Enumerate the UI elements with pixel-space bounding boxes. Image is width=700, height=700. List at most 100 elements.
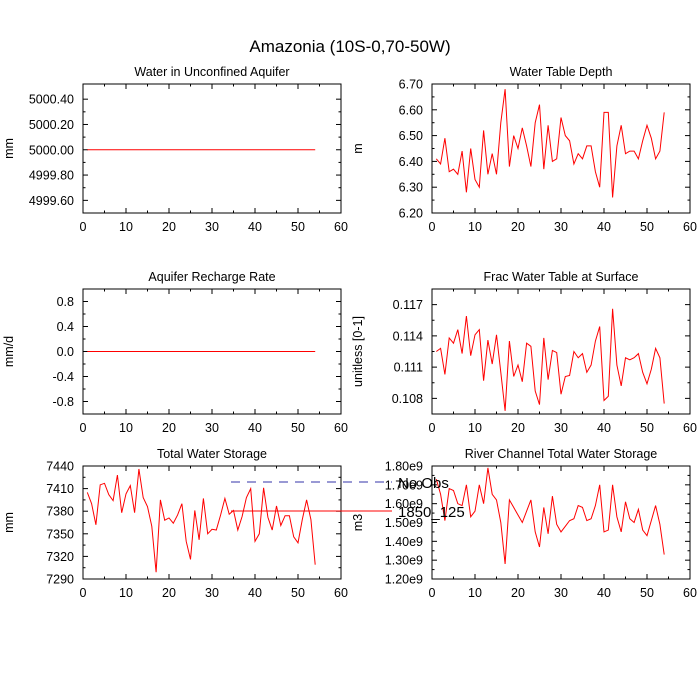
x-tick-label: 10 — [468, 586, 482, 600]
panel-title: Aquifer Recharge Rate — [148, 270, 275, 284]
x-tick-label: 50 — [640, 220, 654, 234]
x-tick-label: 10 — [468, 220, 482, 234]
y-tick-label: 1.30e9 — [385, 554, 423, 568]
x-tick-label: 20 — [162, 421, 176, 435]
x-tick-label: 20 — [162, 586, 176, 600]
x-tick-label: 0 — [429, 220, 436, 234]
x-tick-label: 10 — [119, 421, 133, 435]
y-tick-label: 6.60 — [399, 103, 423, 117]
y-tick-label: 7440 — [46, 460, 74, 474]
y-tick-label: 5000.20 — [29, 118, 74, 132]
x-tick-label: 50 — [291, 220, 305, 234]
y-tick-label: 5000.40 — [29, 93, 74, 107]
y-axis-label: mm — [2, 138, 16, 159]
x-tick-label: 20 — [511, 421, 525, 435]
y-tick-label: 0.0 — [57, 345, 74, 359]
plot-frame — [431, 465, 691, 580]
y-tick-label: 1.40e9 — [385, 535, 423, 549]
x-tick-label: 20 — [511, 220, 525, 234]
x-tick-label: 50 — [291, 586, 305, 600]
legend: No Obs 1850_125 — [231, 475, 465, 521]
panel-title: River Channel Total Water Storage — [465, 447, 658, 461]
x-tick-label: 60 — [334, 586, 348, 600]
x-tick-label: 50 — [291, 421, 305, 435]
x-tick-label: 30 — [554, 220, 568, 234]
panels: Water in Unconfined Aquifer mm 0 10 20 30 40 50… — [2, 65, 697, 600]
y-tick-label: 6.20 — [399, 207, 423, 221]
y-axis-label: mm — [2, 512, 16, 533]
y-tick-label: 0.114 — [393, 329, 423, 343]
y-tick-label: 7410 — [46, 482, 74, 496]
x-tick-label: 20 — [511, 586, 525, 600]
x-tick-label: 50 — [640, 586, 654, 600]
x-tick-label: 60 — [683, 586, 697, 600]
y-tick-label: -0.4 — [52, 370, 74, 384]
y-tick-label: 6.40 — [399, 155, 423, 169]
x-tick-label: 0 — [80, 220, 87, 234]
y-tick-label: 0.108 — [392, 392, 423, 406]
x-tick-label: 30 — [205, 586, 219, 600]
x-tick-label: 40 — [248, 421, 262, 435]
x-tick-label: 0 — [80, 421, 87, 435]
y-tick-label: 7320 — [46, 550, 74, 564]
y-axis-label: mm/d — [2, 336, 16, 367]
x-tick-label: 30 — [205, 421, 219, 435]
y-axis-label: unitless [0-1] — [351, 316, 365, 387]
x-tick-label: 10 — [468, 421, 482, 435]
y-tick-label: 0.111 — [394, 361, 423, 375]
y-tick-label: 4999.60 — [29, 194, 74, 208]
y-tick-label: 7380 — [46, 505, 74, 519]
panel-2: Water Table Depth m 0 10 20 30 40 50 60 6.20 6.30 6… — [351, 65, 697, 234]
panel-5: Total Water Storage mm 0 10 20 30 40 50 60 7290 73… — [2, 447, 348, 600]
figure-title: Amazonia (10S-0,70-50W) — [249, 37, 450, 56]
x-tick-label: 20 — [162, 220, 176, 234]
plot-frame — [82, 465, 342, 580]
x-tick-label: 60 — [334, 220, 348, 234]
x-tick-label: 40 — [248, 586, 262, 600]
x-tick-label: 60 — [683, 421, 697, 435]
y-tick-label: 0.4 — [57, 320, 74, 334]
legend-obs-label: No Obs — [398, 475, 449, 492]
y-tick-label: 1.80e9 — [385, 460, 423, 474]
panel-title: Frac Water Table at Surface — [484, 270, 639, 284]
plot-frame — [82, 83, 342, 214]
x-tick-label: 40 — [597, 220, 611, 234]
x-tick-label: 50 — [640, 421, 654, 435]
panel-4: Frac Water Table at Surface unitless [0-1… — [351, 270, 697, 435]
series-line-1850_125 — [435, 467, 665, 564]
legend-model-label: 1850_125 — [398, 504, 465, 521]
x-tick-label: 40 — [248, 220, 262, 234]
y-tick-label: 5000.00 — [29, 143, 74, 157]
x-tick-label: 40 — [597, 421, 611, 435]
y-tick-label: 1.50e9 — [385, 516, 423, 530]
panel-title: Water in Unconfined Aquifer — [134, 65, 289, 79]
x-tick-label: 0 — [429, 421, 436, 435]
y-tick-label: -0.8 — [52, 395, 74, 409]
x-tick-label: 30 — [554, 421, 568, 435]
y-axis-label: m — [351, 143, 365, 153]
x-tick-label: 0 — [80, 586, 87, 600]
x-tick-label: 10 — [119, 586, 133, 600]
x-tick-label: 60 — [334, 421, 348, 435]
y-tick-label: 7350 — [46, 527, 74, 541]
x-tick-label: 0 — [429, 586, 436, 600]
x-tick-label: 30 — [554, 586, 568, 600]
y-tick-label: 0.8 — [57, 295, 74, 309]
y-tick-label: 4999.80 — [29, 169, 74, 183]
panel-title: Total Water Storage — [157, 447, 267, 461]
y-axis-label: m3 — [351, 514, 365, 531]
panel-title: Water Table Depth — [510, 65, 613, 79]
series-line-1850_125 — [86, 468, 316, 573]
y-tick-label: 7290 — [46, 573, 74, 587]
y-tick-label: 6.30 — [399, 181, 423, 195]
y-tick-label: 1.70e9 — [385, 478, 423, 492]
series-line-1850_125 — [436, 308, 665, 411]
y-tick-label: 1.20e9 — [385, 573, 423, 587]
panel-1: Water in Unconfined Aquifer mm 0 10 20 30 40 50… — [2, 65, 348, 234]
y-tick-label: 1.60e9 — [385, 497, 423, 511]
y-tick-label: 0.117 — [393, 298, 423, 312]
x-tick-label: 40 — [597, 586, 611, 600]
y-tick-label: 6.70 — [399, 78, 423, 92]
series-line-1850_125 — [435, 89, 665, 198]
